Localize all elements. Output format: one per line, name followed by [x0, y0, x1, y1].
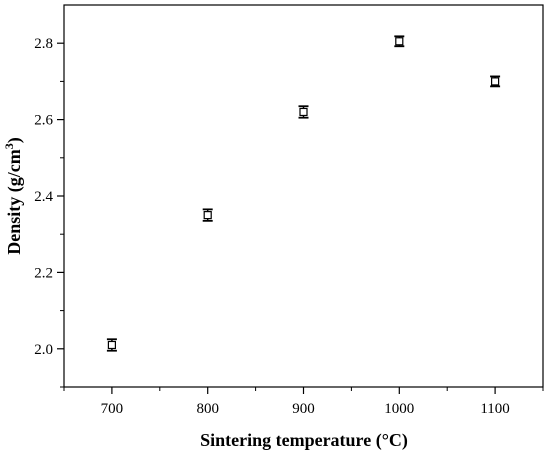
tick-group: 700 800 900 1000 1100 2.0 2.2 2.4 2.6 2.8 [34, 36, 544, 417]
y-tick-label: 2.8 [34, 36, 53, 52]
y-axis-title-superscript: 3 [2, 143, 16, 149]
x-tick-label: 700 [101, 401, 124, 417]
plot-frame [63, 4, 544, 388]
x-tick-label: 900 [292, 401, 315, 417]
x-axis-title: Sintering temperature (°C) [200, 430, 408, 451]
data-point [395, 37, 404, 46]
y-axis-title-close: ) [4, 137, 25, 143]
y-axis-title: Density (g/cm3) [2, 137, 25, 254]
x-tick-label: 1000 [384, 401, 414, 417]
data-point [491, 77, 500, 86]
x-tick-label: 1100 [480, 401, 509, 417]
y-tick-label: 2.6 [34, 113, 53, 129]
y-tick-label: 2.2 [34, 265, 53, 281]
data-point [107, 340, 117, 350]
data-point [203, 211, 212, 220]
data-point [299, 107, 308, 117]
data-marks [106, 35, 501, 352]
x-tick-label: 800 [196, 401, 219, 417]
y-axis-title-main: Density (g/cm [4, 149, 25, 254]
y-tick-label: 2.0 [34, 342, 53, 358]
y-tick-label: 2.4 [34, 189, 53, 205]
